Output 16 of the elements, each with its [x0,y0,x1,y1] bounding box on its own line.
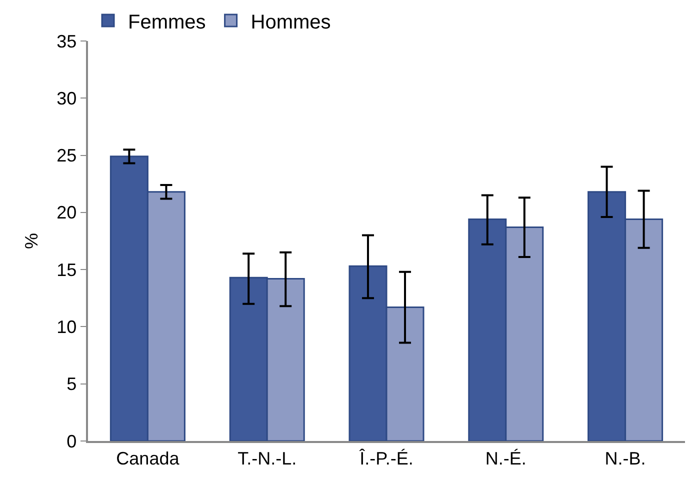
y-tick-label: 0 [66,431,77,452]
y-tick-label: 25 [56,146,77,166]
x-tick-label: N.-É. [485,448,526,468]
x-tick-label: Canada [116,448,180,468]
x-tick-label: Î.-P.-É. [358,448,414,468]
y-tick-label: 15 [56,260,77,280]
x-tick-label: N.-B. [604,448,646,468]
legend-label: Hommes [250,11,331,34]
y-tick-label: 20 [56,202,77,223]
y-axis-title: % [21,232,42,250]
y-tick-label: 5 [66,374,77,394]
y-tick-label: 30 [56,88,77,108]
x-tick-label: T.-N.-L. [238,448,297,468]
legend-label: Femmes [128,11,206,34]
y-tick-label: 35 [56,31,77,52]
y-tick-label: 10 [56,317,77,338]
